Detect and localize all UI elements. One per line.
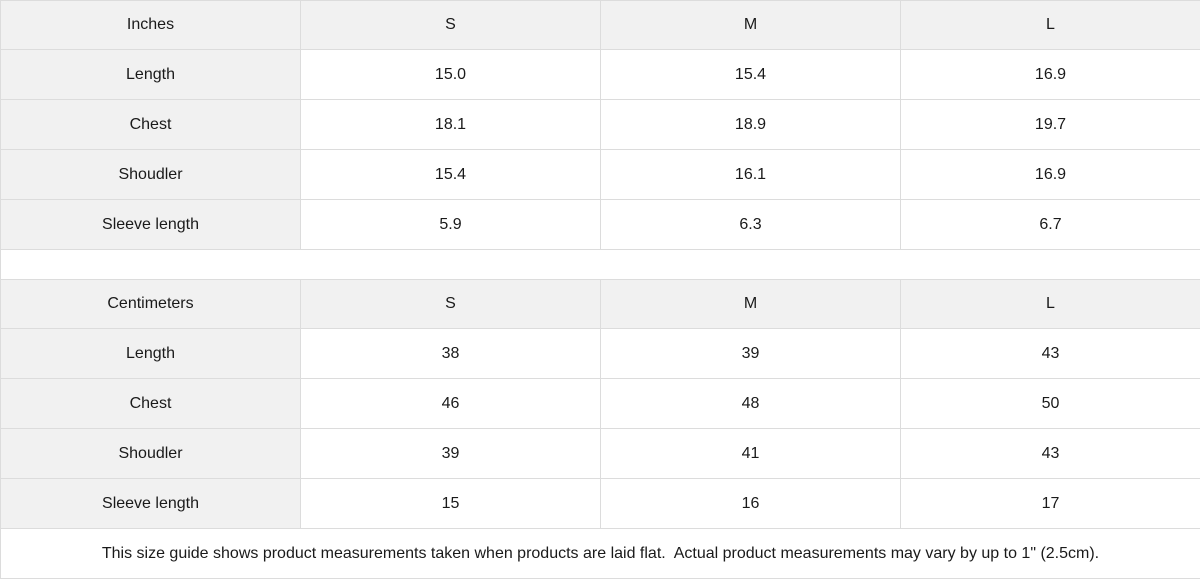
row-label-cell: Shoudler [0, 149, 301, 200]
table-row: Length 15.0 15.4 16.9 [0, 49, 1200, 100]
value-cell: 48 [600, 378, 901, 429]
value-cell: 43 [900, 428, 1200, 479]
unit-header-cell: Inches [0, 0, 301, 50]
table-row: Length 38 39 43 [0, 328, 1200, 379]
value-cell: 18.1 [300, 99, 601, 150]
row-label-cell: Chest [0, 99, 301, 150]
table-spacer-row [0, 249, 1200, 280]
value-cell: 6.3 [600, 199, 901, 250]
value-cell: 5.9 [300, 199, 601, 250]
table-row: Sleeve length 5.9 6.3 6.7 [0, 199, 1200, 250]
value-cell: 18.9 [600, 99, 901, 150]
centimeters-header-row: Centimeters S M L [0, 279, 1200, 329]
value-cell: 15 [300, 478, 601, 529]
size-header-cell-s: S [300, 279, 601, 329]
table-row: Sleeve length 15 16 17 [0, 478, 1200, 529]
row-label-cell: Length [0, 49, 301, 100]
size-guide-note: This size guide shows product measuremen… [0, 528, 1200, 579]
value-cell: 6.7 [900, 199, 1200, 250]
value-cell: 15.4 [600, 49, 901, 100]
row-label-cell: Length [0, 328, 301, 379]
table-row: Chest 18.1 18.9 19.7 [0, 99, 1200, 150]
table-row: Chest 46 48 50 [0, 378, 1200, 429]
size-header-cell-m: M [600, 0, 901, 50]
size-header-cell-l: L [900, 0, 1200, 50]
value-cell: 41 [600, 428, 901, 479]
size-header-cell-m: M [600, 279, 901, 329]
row-label-cell: Sleeve length [0, 478, 301, 529]
row-label-cell: Sleeve length [0, 199, 301, 250]
value-cell: 19.7 [900, 99, 1200, 150]
value-cell: 15.0 [300, 49, 601, 100]
inches-header-row: Inches S M L [0, 0, 1200, 50]
size-header-cell-s: S [300, 0, 601, 50]
value-cell: 50 [900, 378, 1200, 429]
value-cell: 16.1 [600, 149, 901, 200]
table-row: Shoudler 39 41 43 [0, 428, 1200, 479]
value-cell: 17 [900, 478, 1200, 529]
value-cell: 15.4 [300, 149, 601, 200]
row-label-cell: Chest [0, 378, 301, 429]
value-cell: 46 [300, 378, 601, 429]
footer-note-row: This size guide shows product measuremen… [0, 528, 1200, 579]
value-cell: 16.9 [900, 149, 1200, 200]
value-cell: 38 [300, 328, 601, 379]
spacer-cell [0, 249, 1200, 280]
unit-header-cell: Centimeters [0, 279, 301, 329]
value-cell: 39 [300, 428, 601, 479]
value-cell: 39 [600, 328, 901, 379]
size-header-cell-l: L [900, 279, 1200, 329]
value-cell: 43 [900, 328, 1200, 379]
row-label-cell: Shoudler [0, 428, 301, 479]
value-cell: 16.9 [900, 49, 1200, 100]
table-row: Shoudler 15.4 16.1 16.9 [0, 149, 1200, 200]
value-cell: 16 [600, 478, 901, 529]
